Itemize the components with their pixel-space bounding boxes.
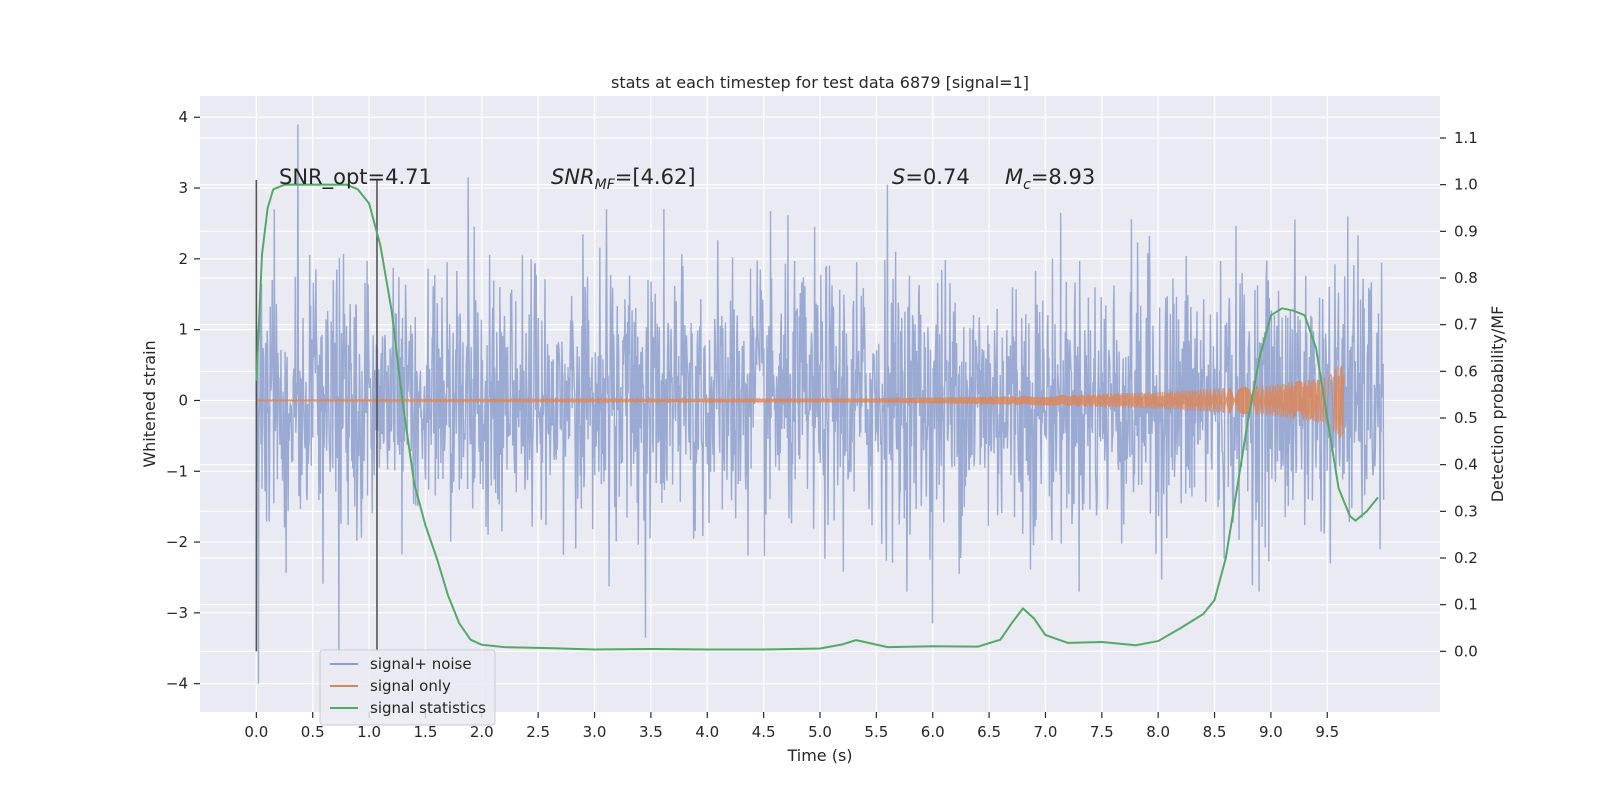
signal-statistics-series	[255, 183, 1379, 651]
y-axis-label: Whitened strain	[140, 340, 159, 467]
annotation-snr-mf: SNRMF=[4.62]	[551, 165, 696, 193]
x-tick-label-18: 9.0	[1259, 723, 1283, 741]
y-right-tick-label-4: 0.4	[1454, 456, 1478, 474]
legend-label-signal-statistics: signal statistics	[370, 699, 486, 717]
y-right-tick-label-6: 0.6	[1454, 362, 1478, 380]
x-tick-label-0: 0.0	[244, 723, 268, 741]
x-tick-label-7: 3.5	[639, 723, 663, 741]
y-tick-label-8: 4	[178, 108, 188, 126]
x-tick-label-14: 7.0	[1034, 723, 1058, 741]
y-right-tick-label-10: 1.0	[1454, 176, 1478, 194]
x-tick-label-9: 4.5	[752, 723, 776, 741]
y-tick-label-7: 3	[178, 179, 188, 197]
legend: signal+ noise signal only signal statist…	[319, 649, 496, 726]
x-tick-label-11: 5.5	[864, 723, 888, 741]
x-tick-label-19: 9.5	[1315, 723, 1339, 741]
y-right-tick-label-3: 0.3	[1454, 502, 1478, 520]
y-right-tick-label-11: 1.1	[1454, 129, 1478, 147]
x-tick-label-6: 3.0	[583, 723, 607, 741]
y-tick-label-1: −3	[166, 604, 188, 622]
x-tick-label-15: 7.5	[1090, 723, 1114, 741]
x-tick-label-2: 1.0	[357, 723, 381, 741]
y-right-axis-ticks: 0.0 0.1 0.2 0.3 0.4 0.5 0.6 0.7 0.8 0.9 1.0 1.1	[1440, 129, 1478, 660]
legend-label-signal-only: signal only	[370, 677, 451, 695]
y-tick-label-2: −2	[166, 533, 188, 551]
x-tick-label-16: 8.0	[1146, 723, 1170, 741]
y-right-tick-label-2: 0.2	[1454, 549, 1478, 567]
chart-title: stats at each timestep for test data 687…	[611, 73, 1029, 92]
x-tick-label-5: 2.5	[526, 723, 550, 741]
x-tick-label-10: 5.0	[808, 723, 832, 741]
x-axis-ticks: 0.0 0.5 1.0 1.5 2.0 2.5 3.0 3.5 4.0 4.5 5.0 5.5 6.0 6…	[244, 712, 1339, 741]
y-right-tick-label-8: 0.8	[1454, 269, 1478, 287]
y-tick-label-5: 1	[178, 321, 188, 339]
x-tick-label-3: 1.5	[414, 723, 438, 741]
signal-only-series	[256, 365, 1345, 440]
y-right-tick-label-7: 0.7	[1454, 316, 1478, 334]
legend-label-signal-plus-noise: signal+ noise	[370, 655, 472, 673]
signal-only-line	[256, 365, 1345, 440]
x-tick-label-12: 6.0	[921, 723, 945, 741]
signal-statistics-line	[255, 183, 1379, 651]
y-axis-ticks: −4 −3 −2 −1 0 1 2 3 4	[166, 108, 200, 693]
legend-box	[319, 649, 496, 726]
annotation-mc: Mc=8.93	[1005, 165, 1095, 193]
y-tick-label-0: −4	[166, 675, 188, 693]
x-tick-label-13: 6.5	[977, 723, 1001, 741]
x-tick-label-17: 8.5	[1203, 723, 1227, 741]
annotation-s: S=0.74	[892, 165, 970, 189]
x-tick-label-1: 0.5	[301, 723, 325, 741]
window-markers	[255, 180, 378, 652]
y-right-axis-label: Detection probability/MF	[1488, 306, 1507, 503]
y-right-tick-label-1: 0.1	[1454, 596, 1478, 614]
x-tick-label-8: 4.0	[695, 723, 719, 741]
y-right-tick-label-5: 0.5	[1454, 409, 1478, 427]
y-tick-label-6: 2	[178, 250, 188, 268]
annotation-snr-opt: SNR_opt=4.71	[279, 165, 432, 190]
x-axis-label: Time (s)	[786, 746, 852, 765]
x-tick-label-4: 2.0	[470, 723, 494, 741]
y-tick-label-3: −1	[166, 462, 188, 480]
y-right-tick-label-0: 0.0	[1454, 642, 1478, 660]
y-tick-label-4: 0	[178, 391, 188, 409]
y-right-tick-label-9: 0.9	[1454, 222, 1478, 240]
